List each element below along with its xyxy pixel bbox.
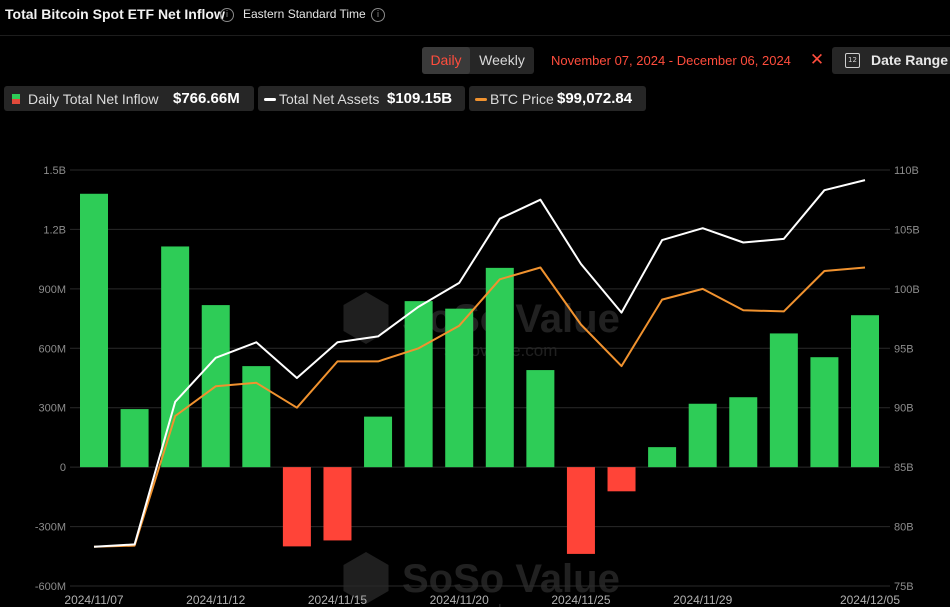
date-range-text[interactable]: November 07, 2024 - December 06, 2024 — [551, 53, 791, 68]
watermark-hex-icon — [343, 292, 389, 344]
inflow-bar — [404, 301, 433, 468]
timezone-label: Eastern Standard Time — [243, 7, 366, 21]
legend-item-inflow[interactable]: Daily Total Net Inflow $766.66M — [4, 86, 254, 111]
x-tick-label: 2024/11/12 — [186, 593, 245, 607]
y-left-tick-label: 1.5B — [43, 165, 66, 177]
assets-swatch — [264, 98, 276, 101]
close-icon[interactable]: ✕ — [809, 50, 825, 70]
y-left-tick-label: -600M — [35, 581, 66, 593]
watermark-brand: SoSo Value — [402, 557, 620, 601]
x-tick-label: 2024/11/25 — [551, 593, 610, 607]
x-tick-label: 2024/11/20 — [430, 593, 489, 607]
y-left-tick-label: 600M — [38, 343, 66, 355]
legend-inflow-value: $766.66M — [173, 90, 240, 107]
inflow-bar — [810, 357, 839, 468]
inflow-bar — [120, 409, 149, 468]
legend-assets-label: Total Net Assets — [279, 91, 380, 107]
legend-item-btc[interactable]: BTC Price $99,072.84 — [469, 86, 646, 111]
date-range-button[interactable]: 12 Date Range — [832, 47, 950, 74]
inflow-bar — [648, 447, 677, 468]
legend-btc-label: BTC Price — [490, 91, 554, 107]
y-right-tick-label: 80B — [894, 522, 914, 534]
outflow-bar — [282, 467, 311, 547]
y-left-tick-label: 1.2B — [43, 224, 66, 236]
y-right-tick-label: 90B — [894, 403, 914, 415]
inflow-bar — [688, 403, 717, 468]
header-bar: Total Bitcoin Spot ETF Net Inflow i East… — [0, 0, 950, 30]
header-divider — [0, 35, 950, 36]
watermark-logo: SoSo Valuesosovalue.com — [343, 292, 620, 360]
y-left-tick-label: -300M — [35, 522, 66, 534]
inflow-swatch — [12, 94, 20, 104]
info-icon[interactable]: i — [220, 8, 234, 22]
outflow-bar — [566, 467, 595, 554]
y-right-tick-label: 95B — [894, 343, 914, 355]
inflow-bar — [364, 416, 393, 468]
inflow-bar — [485, 267, 514, 468]
legend-assets-value: $109.15B — [387, 90, 453, 107]
inflow-bar — [526, 370, 555, 468]
y-right-tick-label: 75B — [894, 581, 914, 593]
y-right-tick-label: 105B — [894, 224, 920, 236]
inflow-bar — [769, 333, 798, 468]
inflow-bar — [445, 308, 474, 468]
watermark-site: sosovalue.com — [444, 601, 557, 607]
timezone-info-icon[interactable]: i — [371, 8, 385, 22]
y-left-tick-label: 0 — [60, 462, 66, 474]
watermark-hex-icon — [343, 552, 389, 604]
inflow-bar — [80, 193, 108, 468]
page-title: Total Bitcoin Spot ETF Net Inflow — [5, 6, 225, 22]
x-tick-label: 2024/11/07 — [64, 593, 123, 607]
outflow-bar — [607, 467, 636, 492]
legend-btc-value: $99,072.84 — [557, 90, 633, 107]
y-right-tick-label: 110B — [894, 165, 919, 177]
weekly-tab[interactable]: Weekly — [479, 52, 525, 68]
y-left-tick-label: 300M — [38, 403, 66, 415]
x-tick-label: 2024/11/29 — [673, 593, 732, 607]
y-right-tick-label: 100B — [894, 284, 920, 296]
inflow-bar — [729, 397, 758, 468]
daily-tab[interactable]: Daily — [422, 47, 470, 74]
y-left-tick-label: 900M — [38, 284, 66, 296]
calendar-icon: 12 — [845, 53, 860, 68]
inflow-bar — [851, 315, 879, 468]
y-right-tick-label: 85B — [894, 462, 914, 474]
outflow-bar — [323, 467, 352, 541]
inflow-bar — [161, 246, 190, 468]
btc-price-line — [93, 266, 866, 548]
inflow-bar — [242, 366, 271, 468]
watermark-logo: SoSo Valuesosovalue.com — [343, 552, 620, 607]
legend-inflow-label: Daily Total Net Inflow — [28, 91, 159, 107]
btc-swatch — [475, 98, 487, 101]
inflow-chart[interactable]: SoSo Valuesosovalue.comSoSo Valuesosoval… — [0, 150, 950, 607]
legend-item-assets[interactable]: Total Net Assets $109.15B — [258, 86, 465, 111]
date-range-button-label: Date Range — [871, 52, 949, 68]
period-toggle: Daily Weekly — [422, 47, 534, 74]
x-tick-label: 2024/11/15 — [308, 593, 367, 607]
x-tick-label: 2024/12/05 — [840, 593, 900, 607]
total-net-assets-line — [93, 179, 866, 548]
